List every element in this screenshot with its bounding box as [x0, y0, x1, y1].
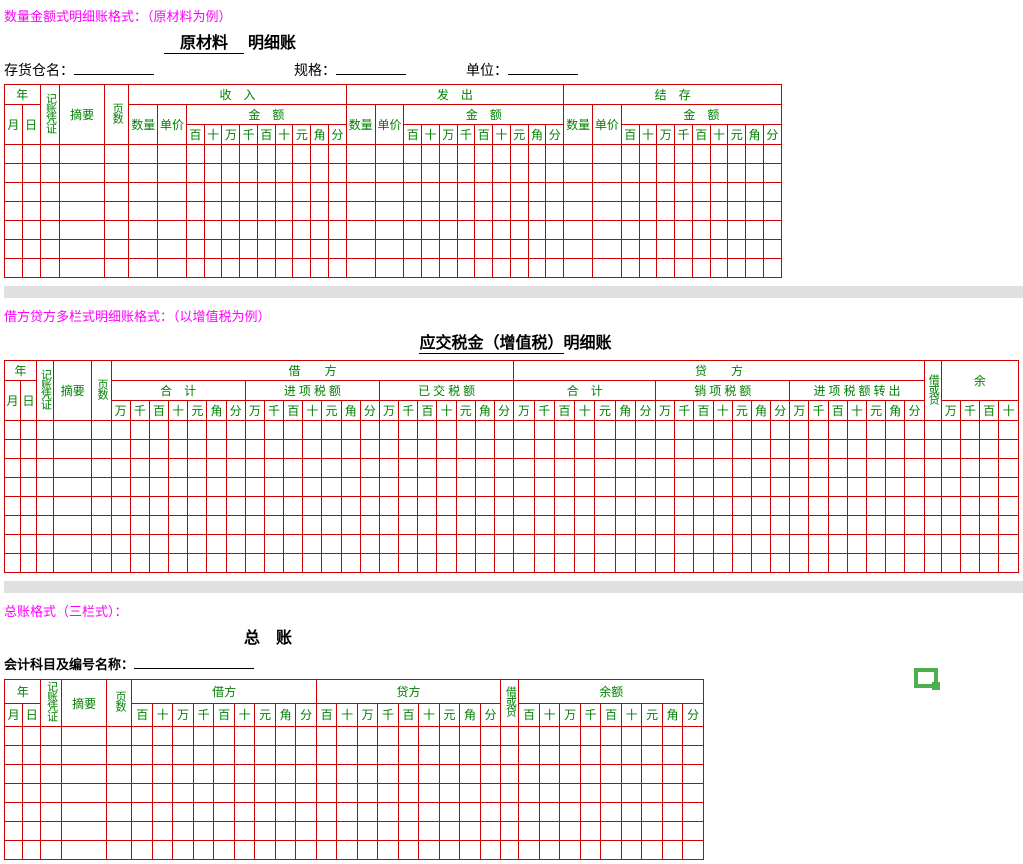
table-row [5, 822, 704, 841]
table-row [5, 535, 1019, 554]
table-row [5, 202, 782, 221]
table-1-body [5, 145, 782, 278]
table-3-body [5, 727, 704, 860]
table-row [5, 145, 782, 164]
table-row [5, 440, 1019, 459]
spacer-1 [4, 286, 1023, 298]
table-row [5, 803, 704, 822]
table-row [5, 516, 1019, 535]
table-row [5, 554, 1019, 573]
table-row [5, 221, 782, 240]
tax-account-name: 应交税金（增值税） [419, 329, 563, 354]
table-row [5, 240, 782, 259]
table-row [5, 478, 1019, 497]
unit-label: 单位： [466, 64, 508, 79]
table-row [5, 765, 704, 784]
spec-label: 规格： [294, 64, 336, 79]
account-label: 会计科目及编号名称： [4, 657, 134, 672]
table-row [5, 497, 1019, 516]
table-2: 年 记账凭证 摘要 页数 借 方 贷 方 借或贷 余 月 日 合 计 进 项 税… [4, 360, 1019, 573]
warehouse-label: 存货仓名： [4, 64, 74, 79]
table-row [5, 784, 704, 803]
table-row [5, 841, 704, 860]
table-row [5, 421, 1019, 440]
section2-title: 借方贷方多栏式明细账格式：（以增值税为例） [4, 306, 1023, 325]
section3-title: 总账格式（三栏式）： [4, 601, 1023, 620]
section1-heading: 原材料 明细账 [164, 29, 1023, 54]
section1-fields: 存货仓名： 规格： 单位： [4, 60, 1023, 80]
watermark-icon [914, 668, 938, 688]
table-row [5, 164, 782, 183]
table-row [5, 259, 782, 278]
section2-heading: 应交税金（增值税）明细账 [4, 329, 1023, 354]
table-row [5, 746, 704, 765]
ledger-suffix-2: 明细账 [564, 335, 612, 352]
spacer-2 [4, 581, 1023, 593]
table-2-body [5, 421, 1019, 573]
table-1: 年 记账凭证 摘要 页数 收 入 发 出 结 存 月 日 数量单价金 额 数量单… [4, 84, 782, 278]
table-row [5, 183, 782, 202]
section3-heading: 总 账 [244, 624, 1023, 648]
material-name: 原材料 [164, 29, 244, 54]
section1-title: 数量金额式明细账格式：（原材料为例） [4, 6, 1023, 25]
table-3: 年 记账凭证 摘要 页数 借方 贷方 借或贷 余额 月 日 百十万千百十元角分 … [4, 679, 704, 860]
ledger-suffix: 明细账 [248, 35, 296, 52]
table-row [5, 459, 1019, 478]
section3-account-row: 会计科目及编号名称： [4, 654, 1023, 673]
table-row [5, 727, 704, 746]
